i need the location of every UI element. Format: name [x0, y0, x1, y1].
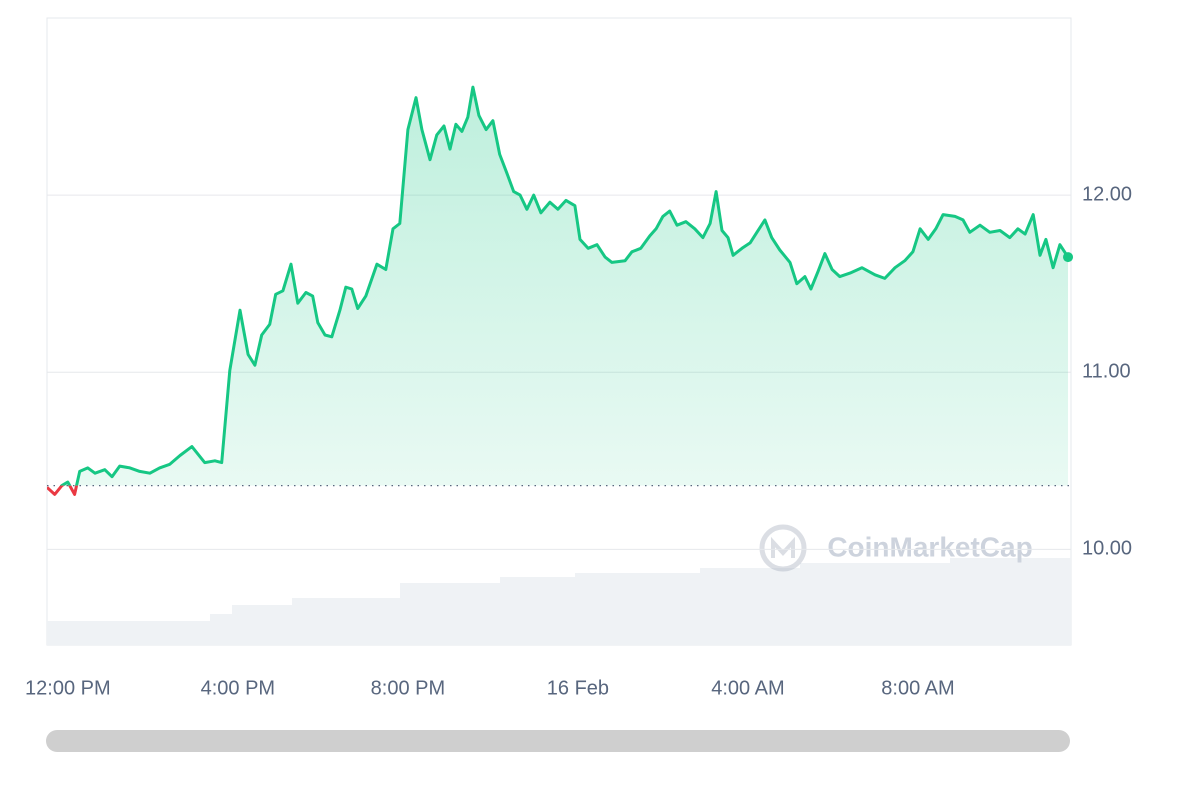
price-line-up	[59, 85, 1070, 486]
watermark: CoinMarketCap	[827, 531, 1032, 562]
x-tick-label: 8:00 PM	[371, 677, 445, 699]
price-area	[61, 87, 1068, 486]
x-tick-label: 12:00 PM	[25, 677, 111, 699]
last-point	[1063, 252, 1074, 263]
watermark-logo	[759, 524, 807, 572]
y-tick-label: 12.00	[1082, 183, 1132, 205]
x-tick-label: 4:00 AM	[711, 677, 784, 699]
x-tick-label: 4:00 PM	[201, 677, 275, 699]
scrollbar[interactable]	[46, 730, 1070, 752]
y-tick-label: 10.00	[1082, 538, 1132, 560]
x-tick-label: 8:00 AM	[881, 677, 954, 699]
x-tick-label: 16 Feb	[547, 677, 609, 699]
volume-area	[47, 558, 1071, 645]
y-tick-label: 11.00	[1082, 361, 1131, 383]
